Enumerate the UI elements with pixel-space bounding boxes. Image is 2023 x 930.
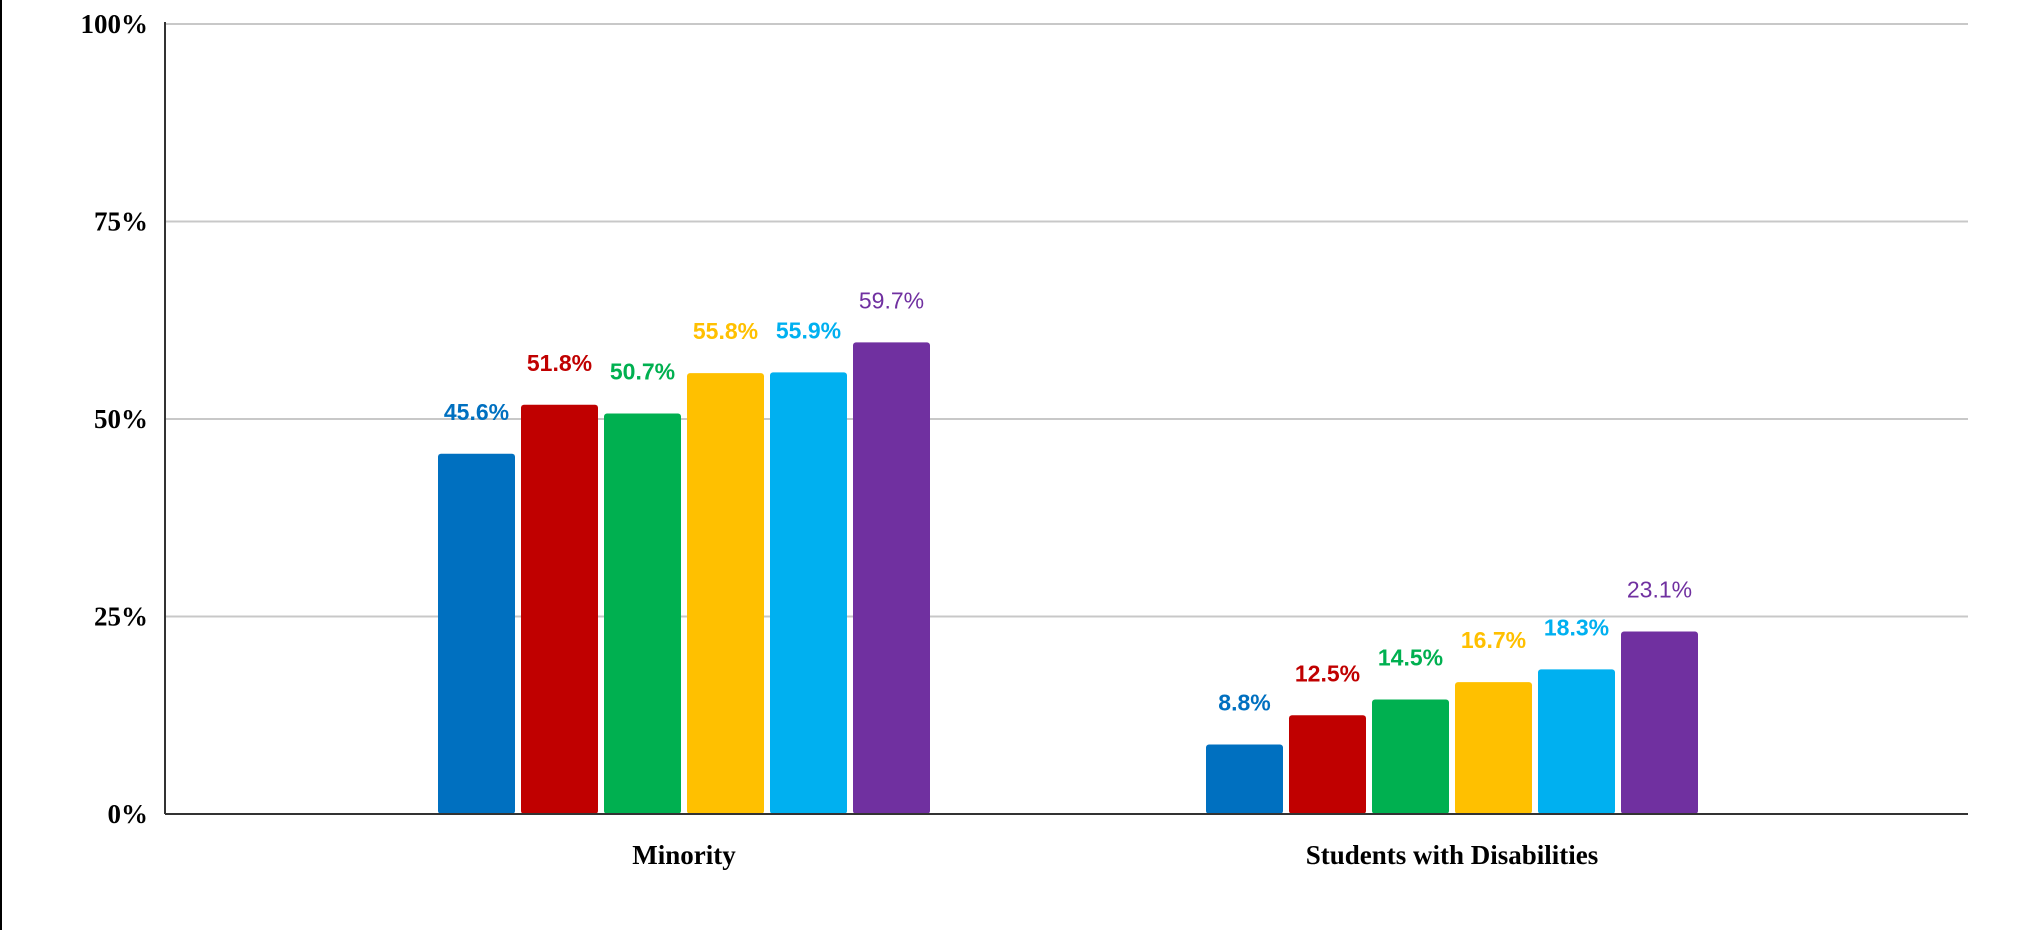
x-axis-categories: Minority Students with Disabilities [632,840,1598,870]
bars [438,342,1698,814]
bar [1455,682,1532,814]
data-label: 51.8% [527,350,592,376]
bar [1206,744,1283,814]
data-label: 18.3% [1544,614,1609,640]
bar [1289,715,1366,814]
data-label: 45.6% [444,399,509,425]
data-label: 55.8% [693,318,758,344]
bar [1621,631,1698,814]
data-label: 12.5% [1295,660,1360,686]
data-label: 50.7% [610,358,675,384]
bar [687,373,764,814]
y-tick-label: 75% [94,207,148,237]
data-label: 16.7% [1461,627,1526,653]
bar [1372,699,1449,814]
bar [1538,669,1615,814]
data-label: 59.7% [859,287,924,313]
data-label: 14.5% [1378,644,1443,670]
y-tick-label: 100% [81,9,149,39]
y-tick-label: 0% [108,799,149,829]
bar [521,404,598,814]
y-tick-label: 25% [94,602,148,632]
bar [438,453,515,814]
y-axis-ticks: 0% 25% 50% 75% 100% [81,9,149,829]
bar [604,413,681,814]
data-label: 8.8% [1218,689,1270,715]
data-labels: 45.6% 51.8% 50.7% 55.8% 55.9% 59.7% 8.8% 12.5% 1… [444,287,1692,715]
y-tick-label: 50% [94,404,148,434]
x-category-label: Minority [632,840,736,870]
left-border-line [0,0,2,930]
x-category-label: Students with Disabilities [1306,840,1599,870]
bar [770,372,847,814]
bar [853,342,930,814]
data-label: 23.1% [1627,577,1692,603]
gridlines [164,22,1968,814]
data-label: 55.9% [776,317,841,343]
